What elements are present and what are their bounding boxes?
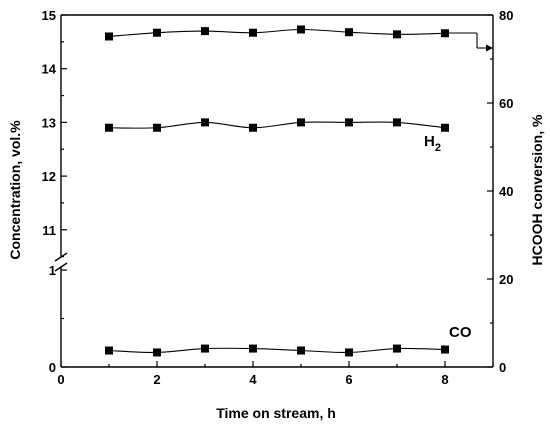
series-conversion	[105, 25, 449, 41]
series-co	[105, 344, 449, 357]
data-point-co	[393, 344, 401, 353]
data-point-co	[201, 344, 209, 353]
data-point-co	[297, 346, 305, 355]
data-point-h2	[249, 123, 257, 132]
series-label-h2: H2	[424, 133, 441, 154]
data-point-h2	[393, 118, 401, 127]
right-tick-label: 0	[499, 360, 506, 375]
x-axis-title: Time on stream, h	[216, 405, 336, 421]
right-tick-label: 40	[499, 184, 513, 199]
data-point-h2	[153, 123, 161, 132]
x-tick-label: 0	[57, 372, 64, 387]
series	[105, 25, 449, 357]
left-tick-label: 12	[42, 169, 56, 184]
x-tick-label: 8	[441, 372, 448, 387]
series-label-h2-subscript: 2	[435, 142, 441, 154]
x-tick-label: 4	[249, 372, 257, 387]
data-point-conversion	[153, 28, 161, 37]
right-tick-label: 20	[499, 272, 513, 287]
data-point-conversion	[393, 30, 401, 39]
data-point-conversion	[105, 32, 113, 41]
data-point-co	[345, 348, 353, 357]
series-line-co	[108, 347, 446, 354]
data-point-conversion	[201, 27, 209, 36]
left-tick-label: 14	[42, 62, 57, 77]
right-tick-label: 80	[499, 8, 513, 23]
axis-break-mark-lower	[54, 262, 68, 272]
right-tick-label: 60	[499, 96, 513, 111]
left-axis-title: Concentration, vol.%	[7, 120, 23, 260]
data-point-conversion	[345, 28, 353, 37]
data-point-h2	[201, 118, 209, 127]
data-point-co	[105, 346, 113, 355]
x-tick-label: 6	[345, 372, 352, 387]
data-point-conversion	[297, 25, 305, 34]
data-point-h2	[105, 123, 113, 132]
data-point-conversion	[249, 28, 257, 37]
data-point-h2	[441, 123, 449, 132]
data-point-h2	[345, 118, 353, 127]
axes	[54, 14, 494, 368]
left-tick-label: 15	[42, 8, 56, 23]
series-label-co: CO	[449, 324, 472, 341]
data-point-co	[153, 348, 161, 357]
right-axis-title: HCOOH conversion, %	[529, 114, 545, 265]
x-tick-label: 2	[153, 372, 160, 387]
series-line-conversion	[108, 28, 446, 38]
series-h2	[105, 118, 449, 132]
data-point-h2	[297, 118, 305, 127]
data-point-co	[441, 345, 449, 354]
series-label-h2-main: H	[424, 133, 435, 150]
data-point-co	[249, 344, 257, 353]
left-tick-label: 13	[42, 115, 56, 130]
right-axis-indicator-arrow	[445, 32, 493, 52]
left-tick-label: 0	[49, 360, 56, 375]
left-tick-label: 1	[49, 263, 56, 278]
series-line-h2	[108, 121, 446, 129]
left-tick-label: 11	[42, 223, 56, 238]
